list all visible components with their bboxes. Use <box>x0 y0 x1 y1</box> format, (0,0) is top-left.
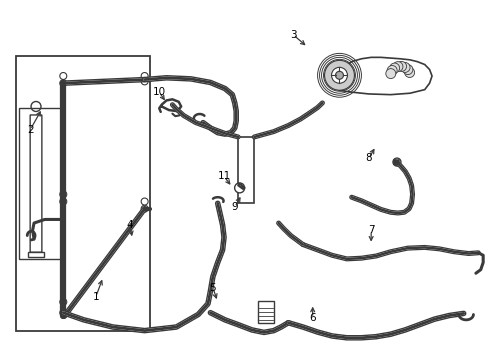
Bar <box>238 137 254 203</box>
Circle shape <box>385 69 395 78</box>
Bar <box>28 252 44 257</box>
Text: 2: 2 <box>27 125 33 135</box>
Circle shape <box>402 64 412 75</box>
Circle shape <box>60 198 67 205</box>
Text: 10: 10 <box>152 87 165 97</box>
Text: 4: 4 <box>126 220 133 230</box>
Circle shape <box>141 205 148 212</box>
Circle shape <box>396 62 406 71</box>
Text: 5: 5 <box>209 283 216 293</box>
Bar <box>20 108 61 259</box>
Circle shape <box>141 198 148 205</box>
Bar <box>258 301 274 323</box>
Circle shape <box>60 309 67 316</box>
Circle shape <box>60 298 67 305</box>
Circle shape <box>392 62 402 72</box>
Text: 9: 9 <box>231 202 238 212</box>
Circle shape <box>331 67 347 83</box>
Circle shape <box>234 183 244 193</box>
Bar <box>16 56 149 330</box>
Circle shape <box>141 78 148 85</box>
Circle shape <box>60 191 67 198</box>
Text: 6: 6 <box>309 313 315 323</box>
Circle shape <box>404 68 414 77</box>
Circle shape <box>389 63 399 73</box>
Circle shape <box>141 72 148 80</box>
Circle shape <box>335 71 343 79</box>
Text: 8: 8 <box>365 153 371 163</box>
Circle shape <box>386 66 396 76</box>
Text: 3: 3 <box>289 30 296 40</box>
Text: 1: 1 <box>92 292 99 302</box>
Circle shape <box>392 158 400 166</box>
Circle shape <box>60 72 67 80</box>
Text: 7: 7 <box>367 225 374 235</box>
Text: 11: 11 <box>217 171 230 181</box>
Circle shape <box>60 80 67 87</box>
Circle shape <box>324 60 354 90</box>
Circle shape <box>399 62 409 72</box>
